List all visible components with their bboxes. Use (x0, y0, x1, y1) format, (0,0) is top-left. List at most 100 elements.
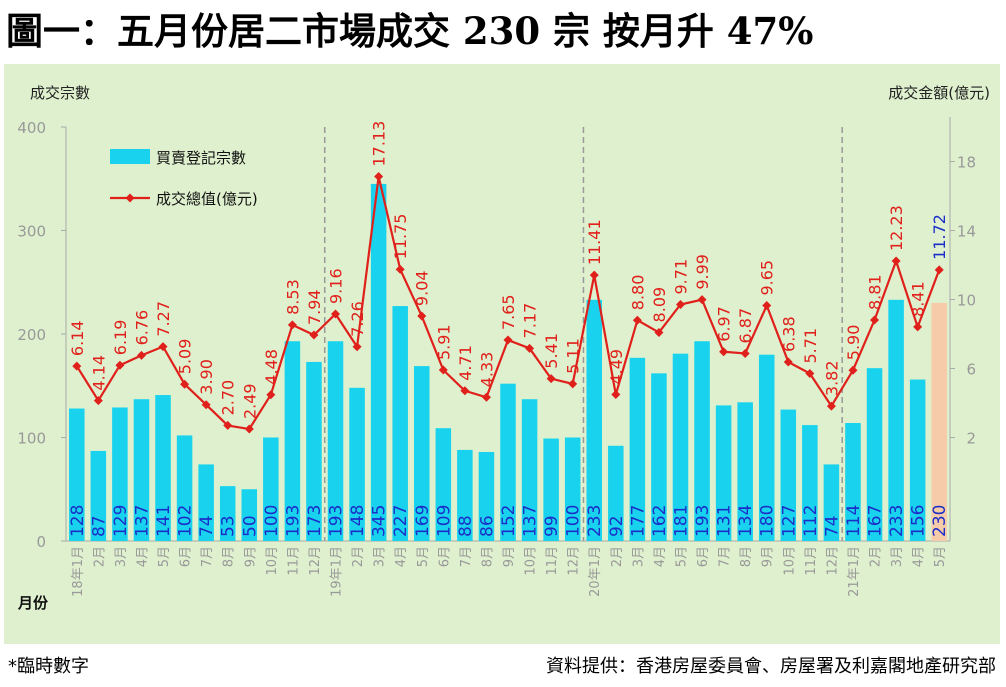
line-marker (611, 390, 621, 400)
left-tick-label: 300 (17, 223, 46, 241)
line-marker (719, 347, 729, 357)
bar-value-label: 193 (693, 505, 713, 537)
x-tick-label: 11月 (804, 546, 819, 576)
bar (198, 464, 214, 541)
left-tick-label: 200 (17, 326, 46, 344)
line-value-label: 7.26 (348, 301, 367, 337)
line-marker (805, 369, 815, 379)
line-marker (891, 256, 901, 266)
line-value-label: 6.76 (132, 310, 151, 346)
bar (327, 341, 344, 541)
line-marker (244, 424, 254, 434)
line-marker (934, 265, 944, 275)
x-tick-label: 6月 (437, 546, 452, 567)
left-axis-title: 成交宗數 (30, 84, 90, 102)
bar-value-label: 134 (736, 505, 756, 537)
x-tick-label: 10月 (524, 546, 539, 576)
bar (241, 489, 258, 541)
line-marker (72, 361, 82, 371)
bar (629, 357, 646, 541)
line-marker (223, 420, 233, 430)
line-marker (438, 365, 448, 375)
line-marker (331, 309, 341, 319)
line-value-label: 5.71 (801, 328, 820, 364)
line-marker (395, 264, 405, 274)
bar-value-label: 181 (671, 505, 691, 537)
source-credit: 資料提供：香港房屋委員會、房屋署及利嘉閣地產研究部 (546, 656, 996, 677)
left-tick-label: 0 (36, 533, 46, 551)
bar (586, 299, 603, 541)
bar-value-label: 102 (176, 505, 196, 537)
line-value-label: 8.53 (283, 279, 302, 315)
x-tick-label: 7月 (718, 546, 733, 567)
line-marker (740, 348, 750, 358)
line-marker (632, 315, 642, 325)
bar-value-label: 230 (930, 505, 950, 537)
line-marker (417, 311, 427, 321)
bar (133, 399, 150, 541)
x-tick-label: 4月 (135, 546, 150, 567)
line-value-label: 4.48 (262, 349, 281, 385)
line-marker (870, 315, 880, 325)
line-value-label: 6.38 (779, 316, 798, 352)
x-tick-label: 8月 (739, 546, 754, 567)
line-value-label: 5.11 (564, 338, 583, 374)
x-tick-label: 3月 (890, 546, 905, 567)
x-tick-label: 3月 (373, 546, 388, 567)
line-value-label: 7.27 (154, 301, 173, 337)
bar (909, 379, 926, 541)
bar-value-label: 112 (801, 505, 821, 537)
line-value-label: 4.49 (607, 349, 626, 385)
bar-value-label: 100 (564, 505, 584, 537)
line-value-label: 5.41 (542, 333, 561, 369)
bar-value-label: 141 (154, 505, 174, 537)
line-marker (460, 386, 470, 396)
line-value-label: 8.81 (866, 274, 885, 310)
bar (284, 341, 301, 541)
line-value-label: 3.82 (822, 360, 841, 396)
x-tick-label: 2月 (92, 546, 107, 567)
bar-value-label: 193 (283, 505, 303, 537)
chart-title: 圖一：五月份居二市場成交 230 宗 按月升 47% (6, 9, 814, 53)
x-tick-label: 11月 (286, 546, 301, 576)
line-marker (158, 342, 168, 352)
line-value-label: 6.87 (736, 308, 755, 344)
line-marker (266, 390, 276, 400)
bar-value-label: 148 (348, 505, 368, 537)
x-tick-label: 10月 (265, 546, 280, 576)
line-value-label: 11.75 (391, 214, 410, 260)
footnote: *臨時數字 (8, 656, 89, 677)
line-marker (525, 343, 535, 353)
chart-panel: 成交宗數 成交金額(億元) 月份 0 100 200 300 400 2 6 10 14 18 128 87… (4, 64, 1000, 644)
line-value-label: 11.72 (930, 214, 949, 260)
bar-value-label: 227 (391, 505, 411, 537)
line-marker (848, 365, 858, 375)
x-tick-label: 11月 (545, 546, 560, 576)
bar (758, 354, 775, 541)
x-tick-label: 7月 (200, 546, 215, 567)
line-marker (654, 327, 664, 337)
bar-value-label: 152 (499, 505, 519, 537)
bar (521, 399, 538, 541)
line-marker (180, 379, 190, 389)
bar-value-label: 129 (111, 505, 131, 537)
bar (931, 302, 947, 541)
bar-value-label: 180 (758, 505, 778, 537)
bar (155, 395, 171, 541)
line-value-label: 8.80 (628, 275, 647, 311)
bar-value-label: 87 (89, 515, 109, 537)
x-tick-label: 2月 (351, 546, 366, 567)
bar (69, 408, 85, 541)
line-marker (826, 401, 836, 411)
bar (370, 183, 387, 542)
line-value-label: 4.14 (89, 355, 108, 391)
line-value-label: 6.97 (715, 306, 734, 342)
bar (435, 428, 452, 541)
x-tick-label: 3月 (114, 546, 129, 567)
line-marker (568, 379, 578, 389)
x-tick-label: 10月 (782, 546, 797, 576)
x-tick-label: 6月 (696, 546, 711, 567)
bar (219, 486, 236, 541)
line-value-label: 5.91 (434, 324, 453, 360)
line-value-label: 9.99 (693, 254, 712, 290)
